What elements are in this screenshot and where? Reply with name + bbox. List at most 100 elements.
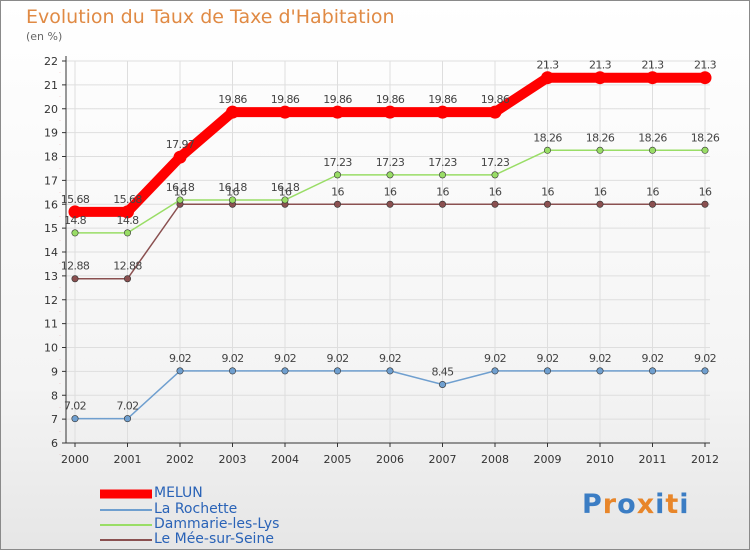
data-label-dammarie-les-lys-2008: 17.23 bbox=[481, 156, 510, 169]
data-label-melun-2003: 19.86 bbox=[218, 93, 247, 106]
data-point-melun-2010 bbox=[593, 71, 607, 85]
x-tick-label-2012: 2012 bbox=[691, 453, 719, 466]
data-label-le-mee-sur-seine-2004: 16 bbox=[279, 185, 292, 198]
data-label-le-mee-sur-seine-2012: 16 bbox=[699, 185, 712, 198]
data-label-dammarie-les-lys-2004: 16.18 bbox=[271, 181, 300, 194]
data-label-la-rochette-2006: 9.02 bbox=[379, 352, 401, 365]
y-tick-label-15: 15 bbox=[44, 222, 58, 235]
data-label-la-rochette-2012: 9.02 bbox=[694, 352, 716, 365]
data-point-dammarie-les-lys-2012 bbox=[701, 146, 709, 154]
data-point-dammarie-les-lys-2006 bbox=[386, 171, 394, 179]
data-point-melun-2005 bbox=[331, 105, 344, 119]
data-label-le-mee-sur-seine-2001: 12.88 bbox=[113, 260, 142, 273]
logo-letter: r bbox=[602, 489, 618, 520]
data-label-dammarie-les-lys-2010: 18.26 bbox=[586, 131, 615, 144]
data-point-la-rochette-2009 bbox=[543, 367, 551, 375]
legend-label-dammarie-les-lys: Dammarie-les-Lys bbox=[154, 516, 280, 532]
data-label-le-mee-sur-seine-2008: 16 bbox=[489, 185, 502, 198]
y-tick-label-16: 16 bbox=[44, 198, 58, 211]
y-tick-label-18: 18 bbox=[44, 151, 58, 164]
data-point-la-rochette-2003 bbox=[229, 367, 237, 375]
data-label-dammarie-les-lys-2006: 17.23 bbox=[376, 156, 405, 169]
data-point-la-rochette-2008 bbox=[491, 367, 499, 375]
x-tick-label-2011: 2011 bbox=[639, 453, 667, 466]
data-point-le-mee-sur-seine-2011 bbox=[648, 200, 656, 208]
data-point-dammarie-les-lys-2000 bbox=[71, 229, 79, 237]
y-tick-label-9: 9 bbox=[51, 365, 58, 378]
logo-letter: x bbox=[636, 489, 656, 520]
data-label-melun-2005: 19.86 bbox=[323, 93, 352, 106]
chart-title: Evolution du Taux de Taxe d'Habitation bbox=[26, 6, 395, 28]
data-point-melun-2009 bbox=[541, 71, 554, 85]
data-point-melun-2008 bbox=[488, 105, 502, 119]
data-label-melun-2009: 21.3 bbox=[536, 59, 559, 72]
data-point-la-rochette-2010 bbox=[596, 367, 604, 375]
data-point-melun-2006 bbox=[383, 105, 397, 119]
x-tick-label-2009: 2009 bbox=[534, 453, 562, 466]
x-tick-label-2004: 2004 bbox=[271, 453, 299, 466]
x-tick-label-2002: 2002 bbox=[166, 453, 194, 466]
y-tick-label-17: 17 bbox=[44, 174, 58, 187]
y-tick-label-11: 11 bbox=[44, 318, 58, 331]
data-label-melun-2007: 19.86 bbox=[428, 93, 457, 106]
data-label-dammarie-les-lys-2002: 16.18 bbox=[166, 181, 195, 194]
data-label-dammarie-les-lys-2012: 18.26 bbox=[691, 131, 720, 144]
data-point-la-rochette-2011 bbox=[648, 367, 656, 375]
x-tick-label-2010: 2010 bbox=[586, 453, 614, 466]
data-label-la-rochette-2000: 7.02 bbox=[64, 400, 86, 413]
data-point-la-rochette-2005 bbox=[333, 367, 341, 375]
data-point-melun-2000 bbox=[68, 205, 82, 219]
y-tick-label-21: 21 bbox=[44, 79, 58, 92]
data-label-melun-2012: 21.3 bbox=[694, 59, 717, 72]
data-label-le-mee-sur-seine-2003: 16 bbox=[226, 185, 239, 198]
data-label-la-rochette-2002: 9.02 bbox=[169, 352, 191, 365]
logo-letter: i bbox=[655, 489, 666, 520]
data-label-la-rochette-2010: 9.02 bbox=[589, 352, 611, 365]
y-tick-label-22: 22 bbox=[44, 55, 58, 68]
y-tick-label-8: 8 bbox=[51, 389, 58, 402]
data-point-melun-2012 bbox=[698, 71, 712, 85]
data-label-le-mee-sur-seine-2006: 16 bbox=[384, 185, 397, 198]
data-label-dammarie-les-lys-2005: 17.23 bbox=[323, 156, 352, 169]
data-point-le-mee-sur-seine-2012 bbox=[701, 200, 709, 208]
data-label-melun-2006: 19.86 bbox=[376, 93, 405, 106]
data-point-la-rochette-2000 bbox=[71, 415, 79, 423]
y-tick-label-19: 19 bbox=[44, 127, 58, 140]
data-point-melun-2002 bbox=[173, 150, 187, 164]
y-tick-label-20: 20 bbox=[44, 103, 58, 116]
data-point-le-mee-sur-seine-2009 bbox=[543, 200, 551, 208]
y-axis-unit-label: (en %) bbox=[26, 30, 63, 43]
data-label-dammarie-les-lys-2007: 17.23 bbox=[428, 156, 457, 169]
data-point-dammarie-les-lys-2011 bbox=[648, 146, 656, 154]
data-point-dammarie-les-lys-2010 bbox=[596, 146, 604, 154]
legend-label-la-rochette: La Rochette bbox=[154, 501, 238, 517]
data-label-la-rochette-2003: 9.02 bbox=[221, 352, 243, 365]
data-point-le-mee-sur-seine-2007 bbox=[438, 200, 446, 208]
logo-letter: P bbox=[582, 489, 603, 520]
data-point-melun-2003 bbox=[226, 105, 239, 119]
y-tick-label-14: 14 bbox=[44, 246, 58, 259]
data-point-melun-2001 bbox=[121, 205, 134, 219]
data-point-le-mee-sur-seine-2008 bbox=[491, 200, 499, 208]
data-point-le-mee-sur-seine-2006 bbox=[386, 200, 394, 208]
y-tick-label-7: 7 bbox=[51, 413, 58, 426]
data-point-le-mee-sur-seine-2000 bbox=[71, 275, 79, 283]
data-point-le-mee-sur-seine-2010 bbox=[596, 200, 604, 208]
legend-label-melun: MELUN bbox=[154, 485, 203, 501]
data-label-melun-2011: 21.3 bbox=[641, 59, 664, 72]
data-label-dammarie-les-lys-2001: 14.8 bbox=[116, 214, 139, 227]
data-point-dammarie-les-lys-2009 bbox=[543, 146, 551, 154]
x-tick-label-2000: 2000 bbox=[61, 453, 89, 466]
data-label-melun-2004: 19.86 bbox=[271, 93, 300, 106]
logo-letter: i bbox=[679, 489, 690, 520]
x-tick-label-2001: 2001 bbox=[114, 453, 142, 466]
data-point-dammarie-les-lys-2002 bbox=[176, 196, 184, 204]
data-point-la-rochette-2002 bbox=[176, 367, 184, 375]
y-tick-label-13: 13 bbox=[44, 270, 58, 283]
data-point-la-rochette-2007 bbox=[438, 381, 446, 389]
data-point-la-rochette-2001 bbox=[124, 415, 132, 423]
data-label-melun-2002: 17.97 bbox=[166, 138, 195, 151]
data-label-la-rochette-2011: 9.02 bbox=[641, 352, 663, 365]
